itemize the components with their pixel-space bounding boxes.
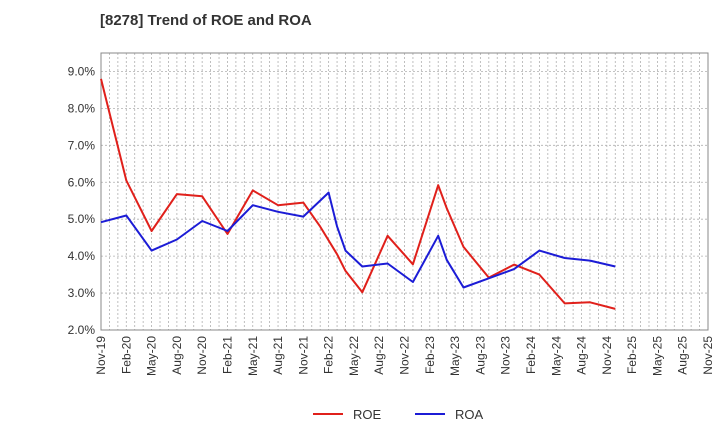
series-layer [100, 78, 616, 310]
y-tick-label: 2.0% [68, 323, 96, 337]
x-tick-label: Nov-20 [195, 336, 209, 375]
x-tick-label: Nov-19 [94, 336, 108, 375]
x-tick-label: Nov-24 [600, 336, 614, 375]
x-tick-label: May-24 [549, 336, 563, 376]
x-tick-label: Feb-24 [524, 336, 538, 374]
y-tick-label: 8.0% [68, 101, 96, 115]
legend-label-roa: ROA [455, 407, 484, 422]
y-tick-label: 7.0% [68, 138, 96, 152]
legend-label-roe: ROE [353, 407, 382, 422]
chart-title: [8278] Trend of ROE and ROA [100, 12, 312, 29]
x-tick-label: Nov-21 [296, 336, 310, 375]
y-tick-label: 3.0% [68, 286, 96, 300]
series-line-roe [100, 78, 616, 310]
plot-frame [100, 52, 709, 331]
x-tick-label: May-25 [650, 336, 664, 376]
x-tick-label: Aug-20 [170, 336, 184, 375]
y-tick-label: 6.0% [68, 175, 96, 189]
x-tick-label: Aug-24 [575, 336, 589, 375]
x-tick-label: Aug-25 [676, 336, 690, 375]
grid-layer [100, 53, 709, 331]
legend-layer: ROE ROA [313, 407, 484, 422]
x-tick-label: Aug-23 [473, 336, 487, 375]
x-tick-label: Feb-22 [322, 336, 336, 374]
y-tick-label: 9.0% [68, 64, 96, 78]
x-tick-label: Nov-25 [701, 336, 715, 375]
x-tick-label: Feb-23 [423, 336, 437, 374]
x-tick-label: Aug-22 [372, 336, 386, 375]
x-tick-label: Feb-25 [625, 336, 639, 374]
x-tick-label: Feb-21 [220, 336, 234, 374]
x-tick-label: Nov-22 [398, 336, 412, 375]
x-tick-label: Aug-21 [271, 336, 285, 375]
x-tick-label: Feb-20 [119, 336, 133, 374]
x-tick-label: May-21 [246, 336, 260, 376]
x-tick-label: May-22 [347, 336, 361, 376]
x-tick-label: May-20 [145, 336, 159, 376]
x-tick-label: May-23 [448, 336, 462, 376]
x-tick-label: Nov-23 [499, 336, 513, 375]
y-tick-label: 5.0% [68, 212, 96, 226]
axis-layer: 2.0% 3.0% 4.0% 5.0% 6.0% 7.0% 8.0% 9.0% Nov-19 Fe… [68, 52, 715, 376]
y-tick-label: 4.0% [68, 249, 96, 263]
series-line-roa [100, 191, 616, 289]
